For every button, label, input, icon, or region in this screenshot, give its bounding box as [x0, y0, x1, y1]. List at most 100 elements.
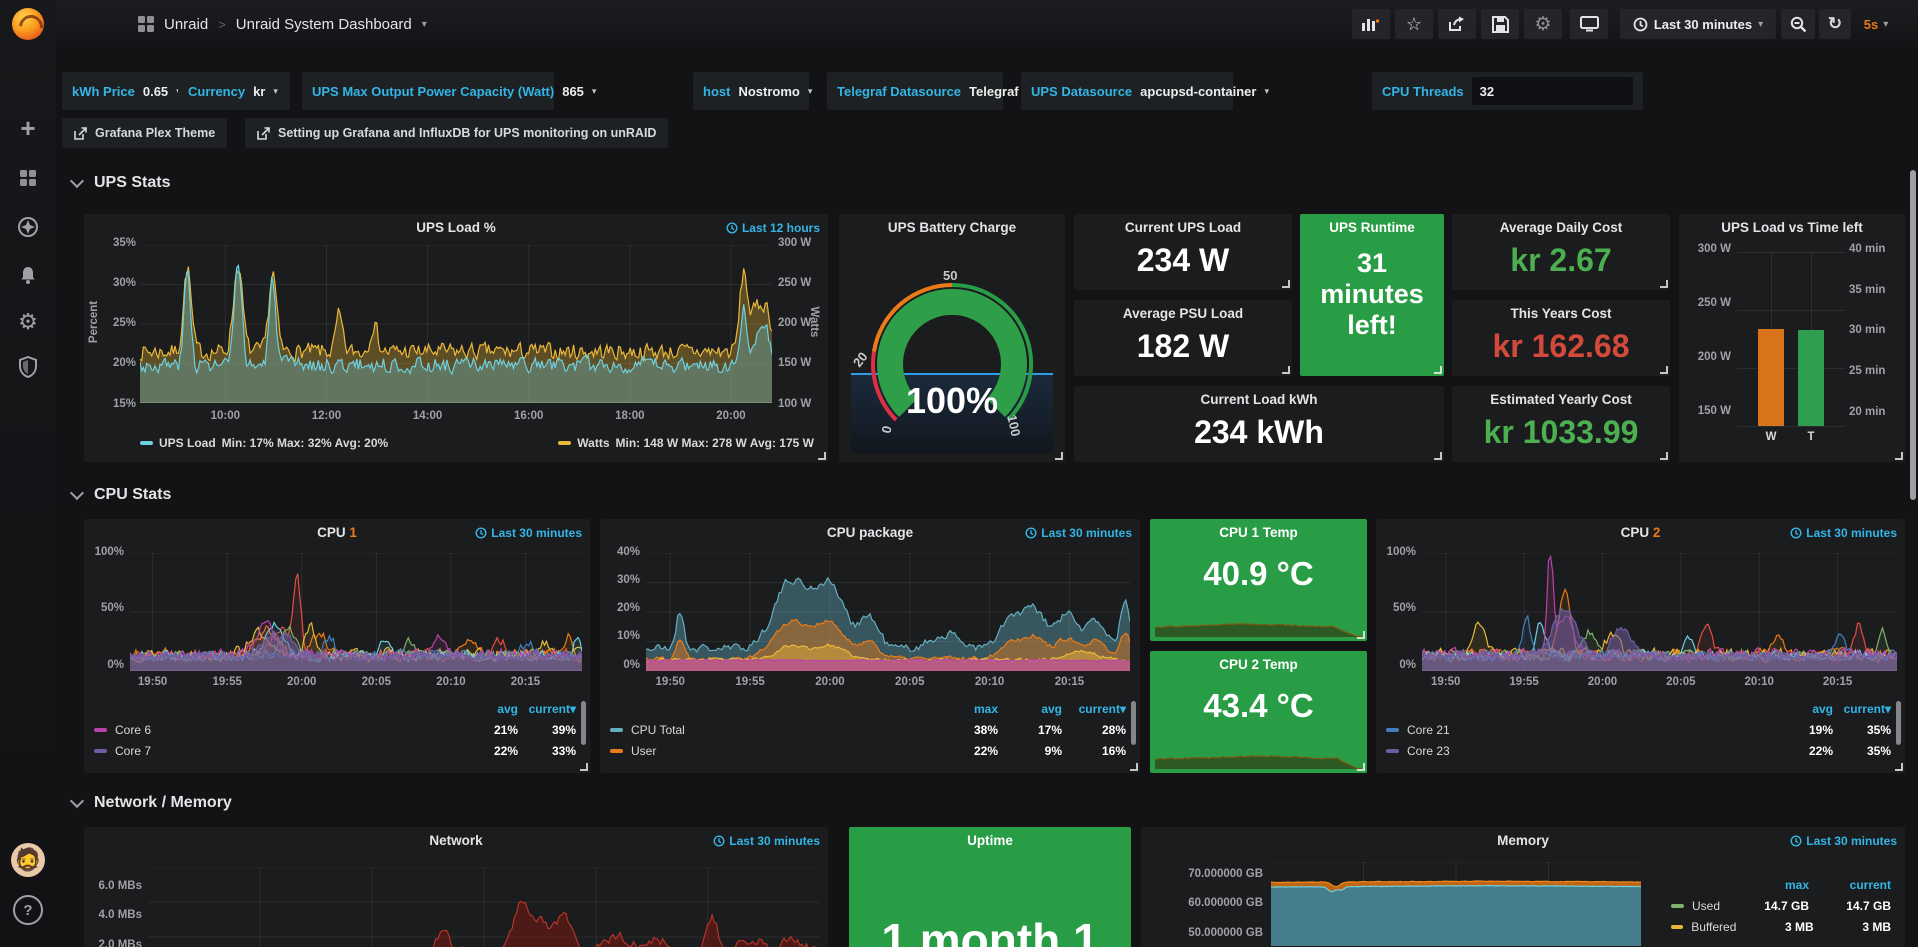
zoom-out-button[interactable]: [1781, 9, 1815, 39]
explore-compass-icon[interactable]: [0, 209, 56, 245]
panel-title[interactable]: This Years Cost: [1510, 306, 1612, 321]
dashboard-settings-button[interactable]: ⚙: [1524, 9, 1562, 39]
legend-column-current[interactable]: current: [1849, 878, 1891, 892]
panel-title[interactable]: Current UPS Load: [1124, 220, 1242, 235]
variable-value[interactable]: apcupsd-container: [1140, 83, 1257, 99]
panel-title[interactable]: Memory: [1497, 833, 1549, 848]
series-name[interactable]: Core 21: [1407, 722, 1450, 737]
panel-time-range[interactable]: Last 30 minutes: [1790, 526, 1897, 540]
variable-value[interactable]: kr: [253, 83, 266, 99]
legend-item-watts[interactable]: Watts Min: 148 W Max: 278 W Avg: 175 W: [558, 436, 814, 450]
variable-host[interactable]: host Nostromo ▾: [693, 72, 812, 110]
bar-T[interactable]: [1798, 330, 1824, 426]
add-panel-button[interactable]: [1352, 9, 1390, 39]
section-ups-stats[interactable]: UPS Stats: [69, 173, 170, 192]
cpu2-chart[interactable]: [1422, 553, 1897, 671]
variable-ups-datasource[interactable]: UPS Datasource apcupsd-container ▾: [1021, 72, 1269, 110]
legend-column-avg[interactable]: avg: [1041, 702, 1062, 716]
star-dashboard-button[interactable]: ☆: [1395, 9, 1433, 39]
panel-title[interactable]: CPU 2 Temp: [1219, 657, 1298, 672]
series-name[interactable]: Used: [1692, 898, 1721, 913]
link-ups-monitoring-guide[interactable]: Setting up Grafana and InfluxDB for UPS …: [245, 118, 669, 148]
share-dashboard-button[interactable]: [1438, 9, 1476, 39]
refresh-interval-picker[interactable]: 5s ▾: [1853, 9, 1899, 39]
cycle-view-mode-button[interactable]: [1570, 9, 1608, 39]
legend-item-ups-load[interactable]: UPS Load Min: 17% Max: 32% Avg: 20%: [140, 436, 388, 450]
bar-chart[interactable]: [1737, 252, 1845, 427]
configuration-gear-icon[interactable]: ⚙: [18, 309, 38, 334]
panel-time-range[interactable]: Last 30 minutes: [713, 834, 820, 848]
refresh-button[interactable]: ↻: [1819, 9, 1851, 39]
alerting-bell-icon[interactable]: [0, 257, 56, 293]
variable-ups-max-output[interactable]: UPS Max Output Power Capacity (Watt) 865…: [302, 72, 596, 110]
memory-chart[interactable]: [1271, 862, 1641, 946]
series-name[interactable]: Buffered: [1691, 919, 1737, 934]
panel-time-range[interactable]: Last 30 minutes: [1790, 834, 1897, 848]
panel-title[interactable]: Estimated Yearly Cost: [1490, 392, 1632, 407]
series-name[interactable]: CPU Total: [631, 722, 685, 737]
panel-time-range[interactable]: Last 12 hours: [726, 221, 820, 235]
user-avatar[interactable]: 🧔: [0, 840, 56, 880]
legend-scrollbar[interactable]: [1131, 701, 1136, 745]
panel-title[interactable]: UPS Load %: [416, 220, 496, 235]
section-cpu-stats[interactable]: CPU Stats: [69, 485, 171, 504]
legend-column-avg[interactable]: avg: [1812, 702, 1833, 716]
panel-title[interactable]: UPS Load vs Time left: [1721, 220, 1863, 235]
panel-title[interactable]: CPU package: [826, 525, 914, 540]
variable-value[interactable]: 865: [562, 83, 584, 99]
legend-column-max[interactable]: max: [973, 702, 998, 716]
bar-W[interactable]: [1758, 328, 1784, 426]
panel-title[interactable]: Average Daily Cost: [1499, 220, 1623, 235]
panel-title[interactable]: UPS Runtime: [1329, 220, 1415, 235]
panel-title[interactable]: Network: [429, 833, 483, 848]
series-name[interactable]: Core 7: [115, 743, 152, 758]
legend-column-current[interactable]: current▾: [1078, 702, 1126, 716]
series-name[interactable]: Core 23: [1407, 743, 1450, 758]
legend-scrollbar[interactable]: [581, 701, 586, 745]
chevron-down-icon[interactable]: ▾: [273, 85, 278, 96]
breadcrumb-caret-icon[interactable]: ▾: [421, 18, 427, 30]
panel-title[interactable]: CPU 2: [1620, 525, 1661, 540]
panel-time-range[interactable]: Last 30 minutes: [475, 526, 582, 540]
server-admin-shield-icon[interactable]: [0, 349, 56, 385]
dashboards-icon[interactable]: [0, 160, 56, 196]
breadcrumb-folder[interactable]: Unraid: [164, 15, 209, 33]
legend-column-avg[interactable]: avg: [497, 702, 518, 716]
series-name[interactable]: User: [631, 743, 657, 758]
panel-title[interactable]: Average PSU Load: [1122, 306, 1244, 321]
panel-title[interactable]: UPS Battery Charge: [887, 220, 1017, 235]
cpu-threads-input[interactable]: 32: [1471, 77, 1633, 105]
link-grafana-plex-theme[interactable]: Grafana Plex Theme: [62, 118, 228, 148]
help-icon[interactable]: ?: [0, 892, 56, 928]
panel-title[interactable]: CPU 1: [317, 525, 357, 540]
panel-title[interactable]: Uptime: [967, 833, 1013, 848]
cpu1-chart[interactable]: [130, 553, 582, 671]
chevron-down-icon[interactable]: ▾: [807, 85, 813, 96]
chevron-down-icon[interactable]: ▾: [591, 85, 597, 96]
variable-value[interactable]: Nostromo: [738, 83, 800, 99]
series-name[interactable]: Core 6: [115, 722, 152, 737]
legend-scrollbar[interactable]: [1896, 701, 1901, 745]
cpu-package-chart[interactable]: [646, 553, 1130, 671]
dashboard-grid-icon[interactable]: [138, 16, 154, 32]
save-dashboard-button[interactable]: [1481, 9, 1519, 39]
panel-title[interactable]: Current Load kWh: [1200, 392, 1318, 407]
panel-time-range[interactable]: Last 30 minutes: [1025, 526, 1132, 540]
variable-value[interactable]: Telegraf: [969, 83, 1019, 99]
section-network-memory[interactable]: Network / Memory: [69, 793, 232, 812]
breadcrumb-dashboard-title[interactable]: Unraid System Dashboard: [235, 15, 412, 33]
page-scrollbar[interactable]: [1910, 170, 1916, 500]
variable-telegraf-datasource[interactable]: Telegraf Datasource Telegraf ▾: [827, 72, 1031, 110]
create-plus-icon[interactable]: +: [20, 113, 36, 143]
variable-currency[interactable]: Currency kr ▾: [178, 72, 290, 110]
variable-value[interactable]: 0.65: [142, 83, 169, 99]
time-range-picker[interactable]: Last 30 minutes ▾: [1620, 9, 1776, 39]
chevron-down-icon[interactable]: ▾: [1264, 85, 1269, 96]
legend-column-current[interactable]: current▾: [1843, 702, 1891, 716]
network-chart[interactable]: [148, 867, 820, 947]
legend-column-max[interactable]: max: [1784, 878, 1809, 892]
ups-load-chart[interactable]: [140, 245, 772, 403]
panel-title[interactable]: CPU 1 Temp: [1219, 525, 1298, 540]
legend-column-current[interactable]: current▾: [528, 702, 576, 716]
grafana-logo-icon[interactable]: [12, 8, 48, 44]
